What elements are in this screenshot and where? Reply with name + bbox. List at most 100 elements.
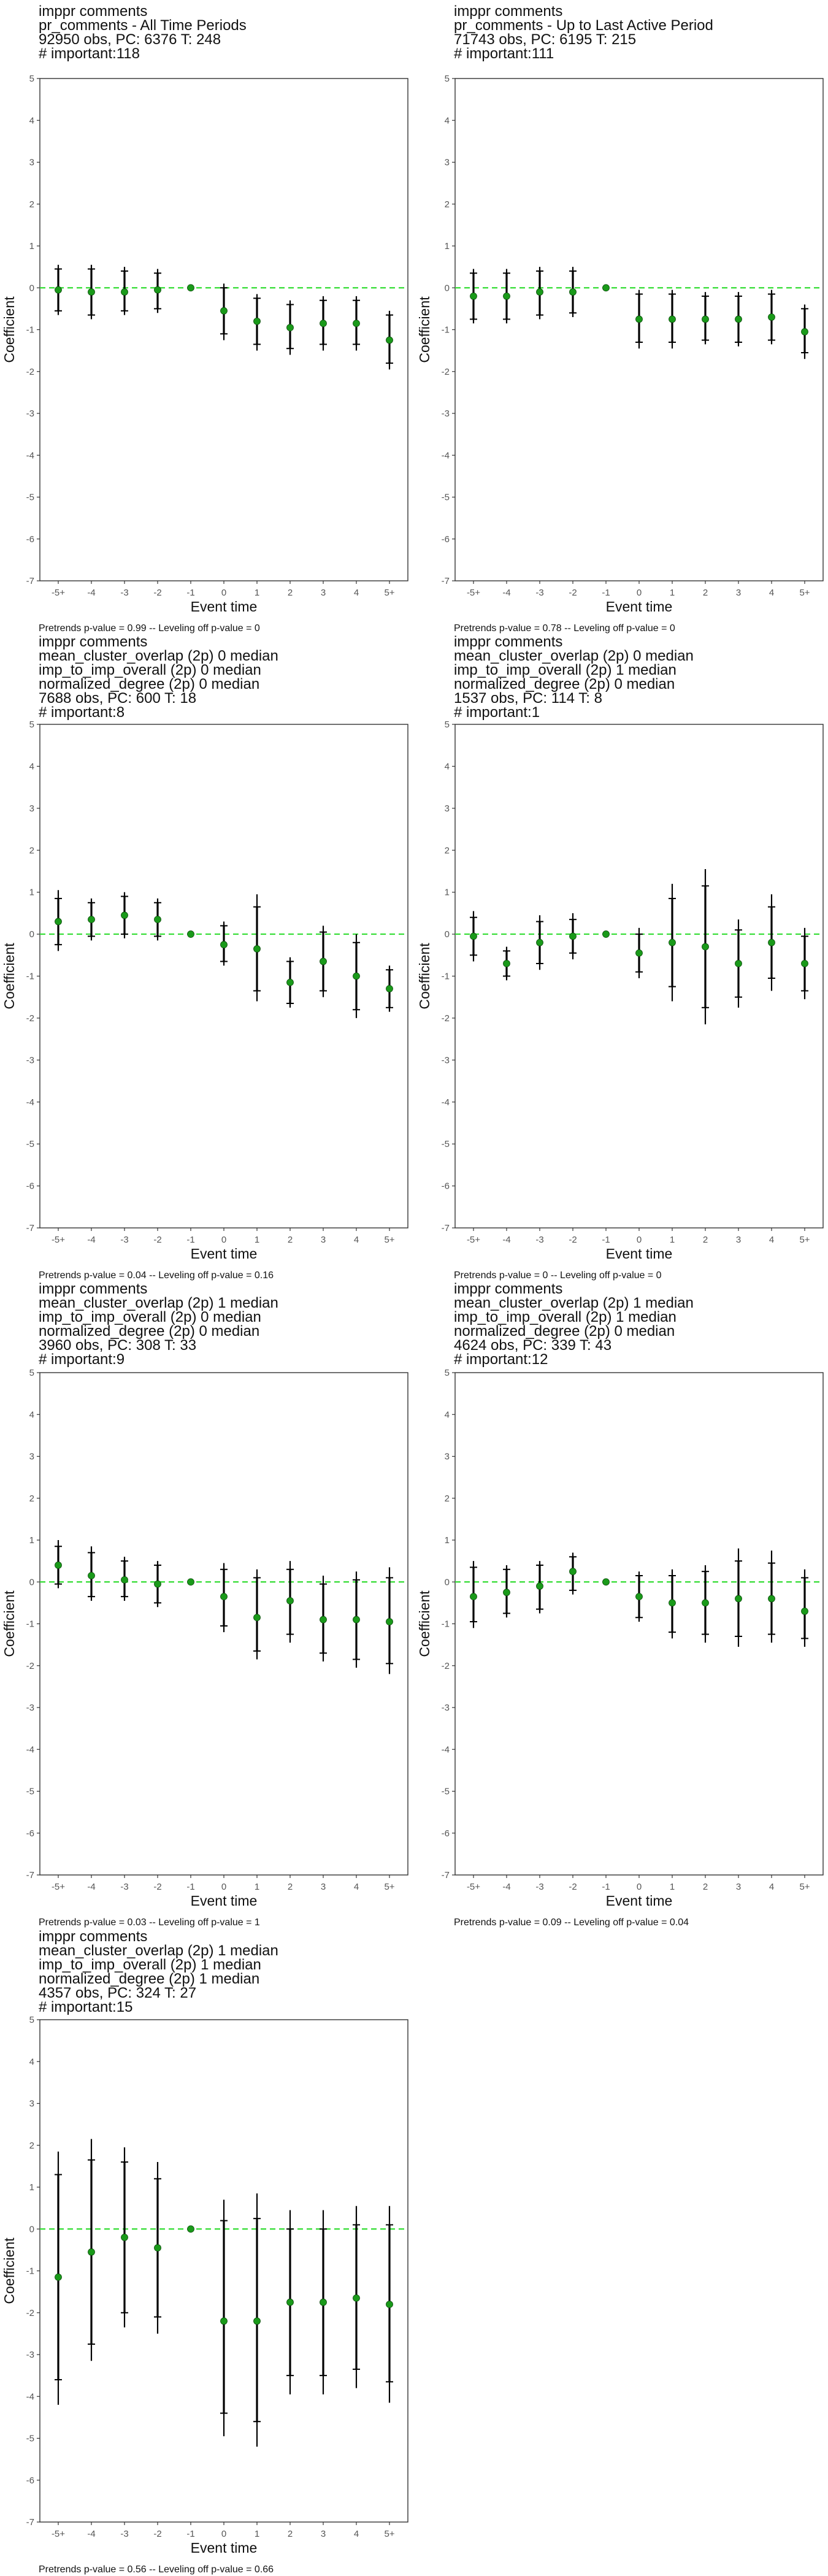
x-tick-label: -5+ [52, 588, 65, 598]
coefficient-point [768, 313, 775, 321]
y-tick-label: 4 [29, 761, 34, 772]
x-tick-label: 5+ [384, 588, 394, 598]
x-tick-label: -1 [186, 2529, 194, 2539]
y-tick-label: 2 [445, 845, 450, 856]
x-tick-label: 4 [354, 588, 359, 598]
coefficient-point [220, 307, 228, 315]
coefficient-point [635, 1593, 643, 1601]
panel-title-line: imppr comments [39, 1928, 147, 1945]
x-tick-label: -1 [602, 1235, 610, 1245]
coefficient-point [187, 1578, 194, 1586]
coefficient-point [253, 317, 261, 325]
x-tick-label: -2 [153, 1235, 161, 1245]
coefficient-point [569, 1568, 577, 1576]
x-tick-label: -3 [120, 1235, 128, 1245]
panel-title-line: normalized_degree (2p) 0 median [454, 1323, 675, 1340]
y-tick-label: -1 [26, 1619, 34, 1630]
y-tick-label: -7 [26, 1870, 34, 1880]
x-tick-label: -2 [153, 2529, 161, 2539]
coefficient-point [470, 292, 477, 300]
coefficient-point [503, 1589, 510, 1597]
y-tick-label: -7 [26, 1223, 34, 1233]
coefficient-point [121, 1576, 128, 1584]
x-tick-label: -4 [87, 1235, 95, 1245]
panel-title-line: imppr comments [39, 634, 147, 650]
coefficient-point [154, 916, 161, 924]
panel-title-line: normalized_degree (2p) 0 median [454, 676, 675, 692]
coefficient-point [669, 1599, 676, 1607]
coefficient-point [470, 1593, 477, 1601]
y-tick-label: -6 [442, 1181, 450, 1192]
panel-title-line: 4357 obs, PC: 324 T: 27 [39, 1985, 196, 2001]
plot-frame [39, 724, 408, 1229]
y-tick-label: 3 [29, 803, 34, 814]
x-tick-label: 4 [769, 1235, 774, 1245]
x-axis-label: Event time [606, 1893, 673, 1909]
y-tick-label: 2 [29, 845, 34, 856]
y-tick-label: -3 [26, 2350, 34, 2360]
coefficient-point [353, 320, 360, 328]
x-tick-label: -4 [87, 588, 95, 598]
x-axis-label: Event time [191, 1246, 258, 1262]
pvalue-footnote: Pretrends p-value = 0.99 -- Leveling off… [39, 623, 260, 634]
panel-title-line: # important:8 [39, 704, 125, 721]
x-tick-label: 3 [736, 1882, 741, 1892]
x-tick-label: 2 [703, 1882, 708, 1892]
y-tick-label: 2 [29, 1493, 34, 1504]
y-tick-label: 3 [445, 158, 450, 168]
panel-title-line: 92950 obs, PC: 6376 T: 248 [39, 31, 221, 48]
coefficient-point [88, 916, 95, 924]
x-axis-label: Event time [191, 2540, 258, 2556]
x-tick-label: 5+ [384, 1235, 394, 1245]
coefficient-point [55, 2273, 62, 2281]
x-tick-label: -5+ [467, 1235, 480, 1245]
x-tick-label: 0 [221, 1235, 226, 1245]
coefficient-point [386, 1618, 393, 1625]
y-tick-label: 4 [445, 1409, 450, 1420]
coefficient-point [320, 957, 327, 965]
panel-title-line: normalized_degree (2p) 1 median [39, 1971, 259, 1987]
y-tick-label: -3 [26, 1703, 34, 1713]
y-tick-label: 3 [445, 803, 450, 814]
pvalue-footnote: Pretrends p-value = 0.04 -- Leveling off… [39, 1270, 274, 1281]
y-tick-label: -7 [26, 2517, 34, 2528]
coefficient-point [602, 930, 610, 938]
y-tick-label: 4 [445, 115, 450, 126]
x-tick-label: -3 [535, 588, 543, 598]
coefficient-point [154, 2244, 161, 2252]
x-tick-label: 1 [255, 588, 259, 598]
panel-title-line: normalized_degree (2p) 0 median [39, 676, 259, 692]
y-tick-label: 0 [445, 1577, 450, 1587]
coefficient-point [220, 1593, 228, 1601]
panel-title-line: mean_cluster_overlap (2p) 0 median [39, 648, 278, 664]
y-tick-label: 0 [29, 283, 34, 293]
x-tick-label: -4 [87, 2529, 95, 2539]
y-tick-label: -5 [26, 1139, 34, 1149]
y-tick-label: 1 [445, 1535, 450, 1546]
panel-title-line: mean_cluster_overlap (2p) 0 median [454, 648, 694, 664]
y-tick-label: 5 [445, 1368, 450, 1378]
pvalue-footnote: Pretrends p-value = 0.56 -- Leveling off… [39, 2564, 274, 2575]
y-tick-label: -7 [442, 1223, 450, 1233]
y-tick-label: -6 [442, 1828, 450, 1839]
y-tick-label: 1 [29, 241, 34, 251]
coefficient-point [253, 2317, 261, 2325]
y-tick-label: 3 [29, 1452, 34, 1462]
x-tick-label: -4 [502, 1882, 510, 1892]
x-tick-label: 3 [321, 2529, 326, 2539]
coefficient-point [286, 324, 294, 331]
coefficient-point [286, 2298, 294, 2306]
y-tick-label: -1 [26, 325, 34, 335]
y-tick-label: -5 [442, 1787, 450, 1797]
panel-title-line: 3960 obs, PC: 308 T: 33 [39, 1337, 196, 1354]
y-axis-label: Coefficient [1, 943, 17, 1010]
x-tick-label: 1 [255, 1882, 259, 1892]
y-tick-label: -2 [26, 1013, 34, 1024]
x-tick-label: -1 [602, 588, 610, 598]
coefficient-point [386, 336, 393, 344]
y-tick-label: 1 [29, 2182, 34, 2193]
coefficient-point [801, 1608, 808, 1615]
